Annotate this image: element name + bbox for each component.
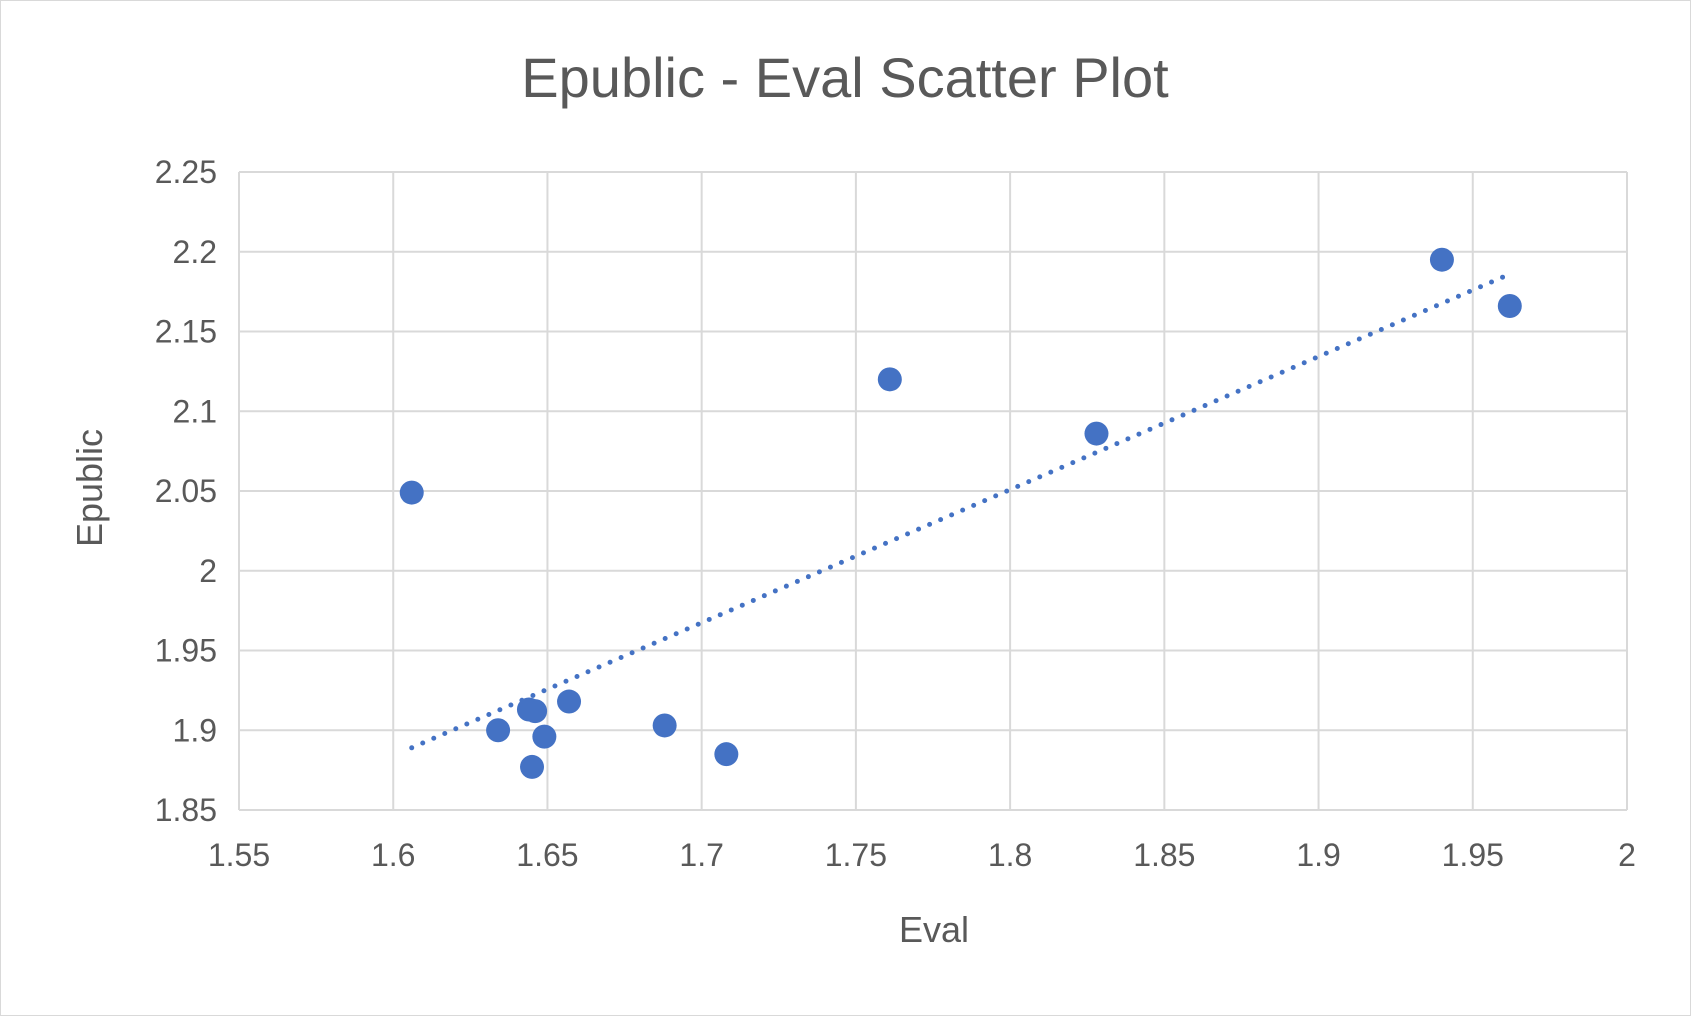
x-tick-label: 2 [1618,837,1636,873]
trendline [409,271,1513,751]
data-point [523,699,548,724]
x-tick-label: 1.85 [1133,837,1195,873]
x-tick-label: 1.6 [371,837,415,873]
data-point [1429,247,1454,272]
data-point [877,367,902,392]
x-tick-label: 1.95 [1442,837,1504,873]
y-tick-label: 2.2 [173,234,217,270]
x-tick-label: 1.75 [825,837,887,873]
data-point [399,480,424,505]
data-point [532,724,557,749]
x-tick-label: 1.8 [988,837,1032,873]
y-tick-label: 2.1 [173,393,217,429]
x-tick-label: 1.9 [1296,837,1340,873]
y-tick-label: 1.95 [155,633,217,669]
x-tick-label: 1.7 [679,837,723,873]
x-axis-title: Eval [899,909,969,950]
linear-trendline [409,271,1513,751]
gridlines [238,171,1628,811]
y-tick-label: 2 [199,553,217,589]
data-point [714,742,739,767]
y-tick-label: 1.85 [155,792,217,828]
x-axis-ticks: 1.55 1.6 1.65 1.7 1.75 1.8 1.85 1.9 1.95 2 [208,837,1636,873]
x-tick-label: 1.65 [516,837,578,873]
y-axis-ticks: 1.85 1.9 1.95 2 2.05 2.1 2.15 2.2 2.25 [155,154,217,828]
data-point [1084,421,1109,446]
data-point [486,718,511,743]
y-tick-label: 2.15 [155,314,217,350]
y-tick-label: 1.9 [173,712,217,748]
y-tick-label: 2.25 [155,154,217,190]
data-points [399,247,1522,779]
y-axis-title: Epublic [69,429,110,547]
x-tick-label: 1.55 [208,837,270,873]
chart-title: Epublic - Eval Scatter Plot [521,46,1169,109]
data-point [1497,293,1522,318]
data-point [652,713,677,738]
y-tick-label: 2.05 [155,473,217,509]
data-point [520,754,545,779]
data-point [557,689,582,714]
